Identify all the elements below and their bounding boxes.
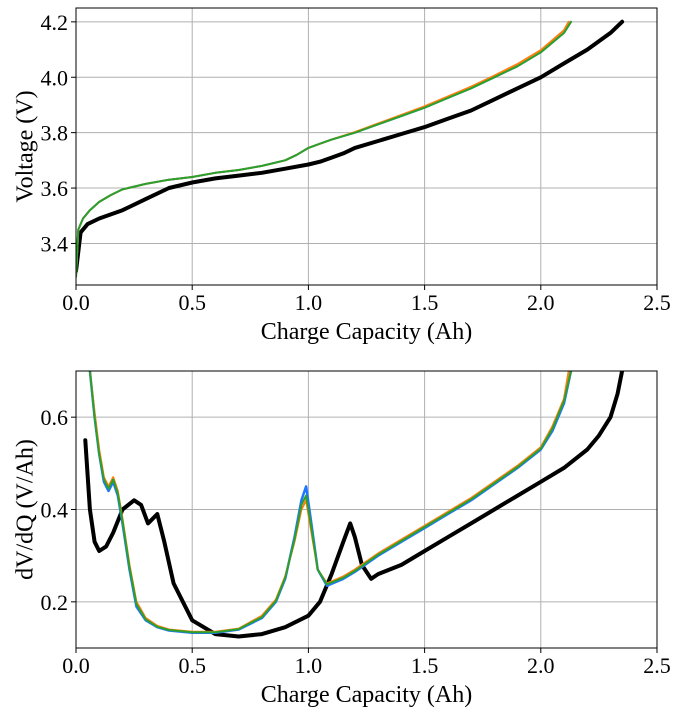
voltage-chart-x-tick-label: 0.5 — [178, 290, 206, 315]
dvdq-chart-y-axis-label: dV/dQ (V/Ah) — [12, 439, 38, 580]
voltage-chart: 0.0 0.5 1.0 1.5 2.0 2.5 3.4 3.6 3.8 4.0 4.2 Charge… — [12, 7, 671, 345]
voltage-chart-series — [76, 19, 625, 278]
voltage-chart-series-line — [76, 19, 625, 274]
dvdq-chart-series-line — [83, 371, 625, 639]
dvdq-chart-x-tick-label: 0.0 — [62, 653, 90, 678]
voltage-chart-y-tick-label: 3.8 — [41, 121, 69, 146]
dvdq-chart-x-axis-label: Charge Capacity (Ah) — [261, 682, 473, 708]
dvdq-chart-x-tick-label: 2.0 — [527, 653, 555, 678]
voltage-chart-y-tick-label: 4.0 — [41, 65, 69, 90]
voltage-chart-x-tick-label: 0.0 — [62, 290, 90, 315]
dvdq-chart-y-tick-label: 0.6 — [41, 405, 69, 430]
voltage-chart-x-tick-label: 2.0 — [527, 290, 555, 315]
voltage-chart-ticks: 0.0 0.5 1.0 1.5 2.0 2.5 3.4 3.6 3.8 4.0 4.2 — [41, 10, 671, 315]
voltage-chart-x-axis-label: Charge Capacity (Ah) — [261, 319, 473, 345]
voltage-chart-series-line — [76, 20, 570, 278]
voltage-chart-y-tick-label: 3.4 — [41, 231, 69, 256]
dvdq-chart: 0.0 0.5 1.0 1.5 2.0 2.5 0.2 0.4 0.6 Charge Capac… — [12, 370, 671, 708]
dvdq-chart-x-tick-label: 1.0 — [295, 653, 323, 678]
dvdq-chart-series-line — [88, 371, 572, 634]
voltage-chart-y-axis-label: Voltage (V) — [12, 90, 38, 202]
voltage-chart-y-tick-label: 4.2 — [41, 10, 69, 35]
dvdq-chart-series — [83, 371, 625, 639]
voltage-chart-x-tick-label: 1.0 — [295, 290, 323, 315]
voltage-chart-frame — [75, 7, 658, 286]
dvdq-chart-y-tick-label: 0.2 — [41, 590, 69, 615]
dvdq-chart-x-tick-label: 1.5 — [411, 653, 439, 678]
voltage-chart-y-tick-label: 3.6 — [41, 176, 69, 201]
voltage-chart-x-tick-label: 2.5 — [643, 290, 671, 315]
dvdq-chart-x-tick-label: 2.5 — [643, 653, 671, 678]
voltage-chart-series-line — [76, 20, 572, 278]
dvdq-chart-series-line — [88, 371, 570, 633]
dvdq-chart-grid — [75, 371, 658, 648]
voltage-chart-series-line — [76, 20, 572, 278]
dvdq-chart-x-tick-label: 0.5 — [178, 653, 206, 678]
dvdq-chart-series-line — [88, 371, 573, 635]
dvdq-chart-y-tick-label: 0.4 — [41, 498, 69, 523]
dvdq-chart-ticks: 0.0 0.5 1.0 1.5 2.0 2.5 0.2 0.4 0.6 — [41, 405, 671, 678]
voltage-chart-x-tick-label: 1.5 — [411, 290, 439, 315]
